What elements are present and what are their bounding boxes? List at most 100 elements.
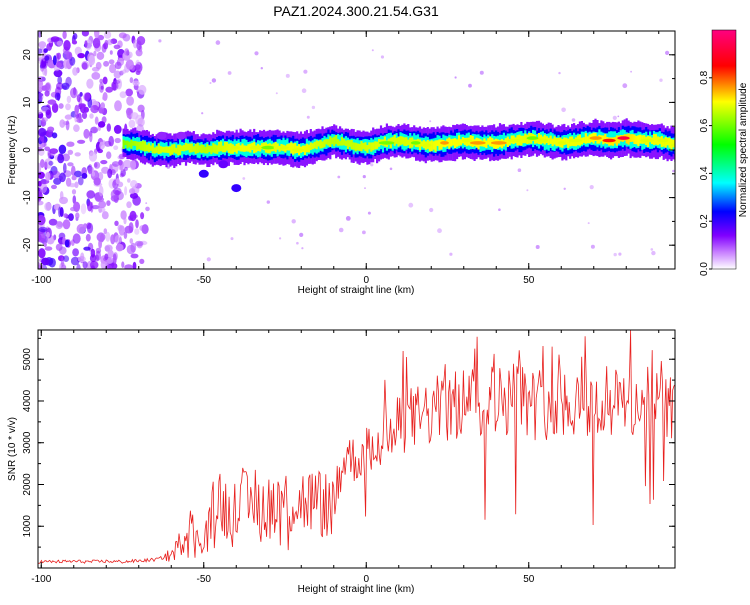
noise-dot — [215, 40, 221, 45]
signal-band — [216, 145, 219, 154]
colorbar-label: Normalized spectral amplitude — [738, 82, 749, 217]
x-tick-label: -50 — [197, 275, 212, 286]
noise-blob — [119, 173, 124, 178]
signal-band — [409, 137, 412, 149]
noise-blob — [78, 176, 84, 186]
signal-band — [448, 137, 451, 149]
signal-band — [360, 141, 363, 152]
noise-blob — [68, 213, 74, 222]
noise-blob — [38, 248, 46, 259]
noise-blob — [66, 51, 73, 60]
noise-blob — [135, 49, 143, 57]
noise-blob — [63, 255, 70, 262]
signal-peak — [670, 143, 675, 147]
noise-dot — [454, 76, 457, 79]
signal-band — [167, 146, 170, 154]
noise-blob — [41, 117, 48, 122]
signal-band — [364, 142, 367, 151]
secondary-blob — [218, 160, 229, 169]
noise-blob — [63, 40, 71, 51]
signal-peak — [261, 145, 275, 150]
signal-band — [188, 143, 191, 153]
signal-band — [508, 138, 511, 145]
signal-band — [573, 139, 576, 147]
noise-blob — [76, 263, 81, 269]
signal-peak — [422, 143, 432, 147]
noise-blob — [96, 232, 106, 242]
noise-blob — [89, 113, 94, 119]
noise-blob — [106, 200, 111, 207]
noise-blob — [82, 261, 88, 269]
noise-dot — [206, 257, 211, 262]
signal-band — [366, 145, 369, 153]
noise-dot — [389, 167, 393, 171]
signal-band — [368, 142, 371, 150]
signal-band — [194, 143, 197, 154]
signal-band — [407, 139, 410, 146]
noise-blob — [119, 91, 127, 99]
noise-blob — [46, 43, 52, 51]
signal-band — [635, 135, 638, 145]
signal-band — [438, 139, 441, 150]
noise-blob — [129, 238, 134, 244]
noise-blob — [103, 228, 108, 235]
noise-blob — [105, 86, 113, 93]
noise-blob — [74, 112, 78, 123]
signal-band — [352, 142, 355, 150]
signal-band — [565, 137, 568, 145]
noise-dot — [362, 230, 366, 235]
signal-band — [457, 135, 461, 146]
noise-blob — [80, 252, 85, 261]
noise-dot — [659, 78, 663, 82]
noise-blob — [104, 31, 112, 39]
noise-dot — [301, 247, 304, 250]
noise-blob — [51, 102, 59, 113]
noise-blob — [114, 137, 121, 144]
noise-blob — [38, 31, 42, 38]
signal-band — [138, 141, 141, 150]
noise-blob — [123, 231, 128, 239]
noise-blob — [108, 59, 115, 65]
signal-band — [239, 145, 242, 152]
noise-blob — [67, 162, 74, 167]
noise-dot — [145, 202, 148, 205]
noise-blob — [44, 146, 51, 152]
noise-blob — [38, 162, 42, 174]
noise-dot — [122, 69, 127, 74]
noise-dot — [429, 120, 432, 123]
noise-dot — [590, 244, 595, 249]
noise-blob — [64, 239, 70, 248]
noise-blob — [44, 90, 50, 97]
noise-blob — [114, 234, 123, 245]
signal-band — [165, 146, 168, 153]
noise-dot — [563, 187, 566, 190]
noise-blob — [128, 119, 136, 129]
noise-blob — [114, 220, 119, 226]
noise-blob — [40, 58, 48, 69]
noise-blob — [65, 120, 70, 131]
noise-blob — [70, 87, 78, 99]
noise-blob — [43, 48, 48, 53]
signal-band — [615, 135, 618, 146]
noise-dot — [311, 105, 316, 110]
noise-blob — [111, 161, 120, 167]
signal-band — [214, 144, 217, 154]
signal-band — [200, 144, 203, 154]
noise-blob — [57, 154, 65, 164]
noise-blob — [90, 265, 96, 269]
signal-band — [672, 139, 675, 148]
signal-band — [157, 143, 160, 154]
noise-blob — [81, 62, 88, 70]
noise-blob — [86, 78, 94, 89]
x-tick-label: 50 — [523, 574, 535, 585]
signal-band — [506, 136, 509, 147]
noise-blob — [86, 190, 95, 199]
noise-blob — [126, 96, 134, 106]
signal-band — [311, 143, 314, 150]
noise-dot — [275, 92, 278, 95]
noise-blob — [71, 175, 77, 181]
noise-blob — [70, 256, 80, 266]
noise-dot — [587, 222, 590, 225]
signal-band — [212, 143, 215, 153]
noise-dot — [230, 237, 234, 241]
